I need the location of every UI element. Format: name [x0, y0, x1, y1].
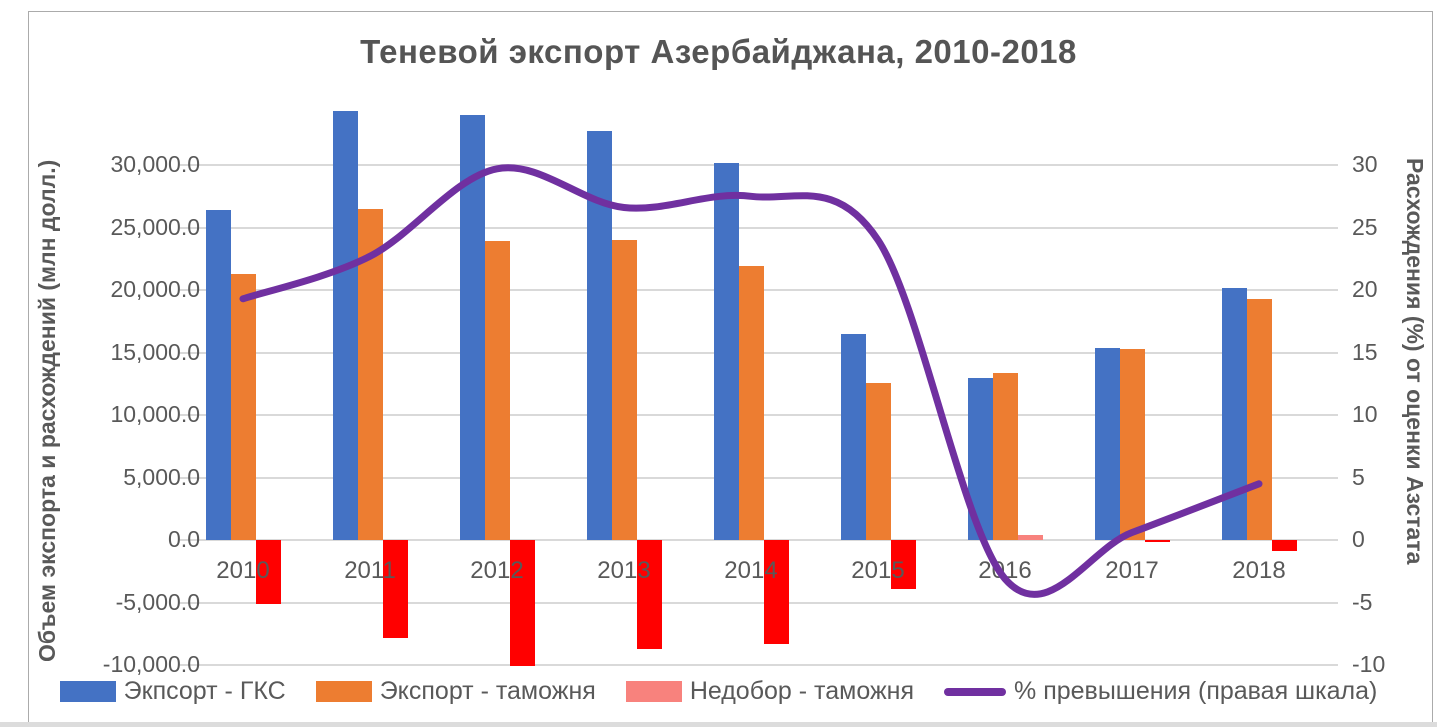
legend-label: Экпсорт - ГКС [123, 677, 286, 705]
bar-gks-2016 [967, 377, 993, 540]
y-axis-tick-label: 15,000.0 [110, 338, 200, 365]
legend-item-1: Экспорт - таможня [315, 677, 596, 706]
bar-customs-2015 [865, 382, 891, 540]
bar-shortfall-2017 [1144, 540, 1170, 542]
secondary-axis-tick-label: 20 [1352, 276, 1378, 302]
window-edge-strip [0, 722, 1437, 727]
bar-customs-2012 [484, 241, 510, 540]
legend-label: Недобор - таможня [689, 677, 915, 705]
x-axis-category-label: 2014 [724, 557, 778, 584]
legend-item-3: % превышения (правая шкала) [944, 677, 1377, 706]
legend-item-0: Экпсорт - ГКС [59, 677, 286, 706]
bar-gks-2014 [713, 162, 739, 540]
legend-line-swatch [944, 687, 1007, 696]
bar-gks-2013 [586, 131, 612, 540]
legend-label: Экспорт - таможня [379, 677, 596, 705]
bar-shortfall-2011 [382, 540, 408, 638]
secondary-axis-tick-label: 25 [1352, 213, 1378, 240]
chart-title: Теневой экспорт Азербайджана, 2010-2018 [360, 33, 1077, 70]
y-axis-tick-label: -5,000.0 [115, 588, 200, 615]
bar-gks-2010 [205, 210, 231, 540]
x-axis-category-label: 2016 [978, 557, 1032, 584]
legend: Экпсорт - ГКС Экспорт - таможня Недобор - … [0, 677, 1437, 706]
legend-color-swatch [625, 681, 682, 702]
secondary-axis-tick-label: 10 [1352, 401, 1378, 427]
bar-customs-2016 [992, 372, 1018, 540]
bar-customs-2014 [738, 266, 764, 540]
x-axis-category-label: 2018 [1232, 557, 1286, 584]
legend-color-swatch [315, 681, 372, 702]
x-axis-category-label: 2015 [851, 557, 905, 584]
y-axis-tick-label: 10,000.0 [110, 401, 200, 427]
secondary-axis-tick-label: 30 [1352, 151, 1378, 177]
bar-customs-2011 [357, 208, 383, 540]
bar-shortfall-2016 [1017, 535, 1043, 540]
legend-color-swatch [59, 681, 116, 702]
bar-gks-2011 [332, 111, 358, 540]
bar-customs-2010 [230, 273, 256, 540]
bar-customs-2018 [1246, 298, 1272, 540]
legend-label: % превышения (правая шкала) [1014, 677, 1378, 705]
x-axis-category-label: 2012 [470, 557, 524, 584]
y-axis-tick-label: 0.0 [168, 526, 200, 552]
bar-customs-2017 [1119, 348, 1145, 540]
y-axis-tick-label: 20,000.0 [110, 276, 200, 302]
bar-gks-2017 [1094, 347, 1120, 540]
bar-gks-2018 [1221, 287, 1247, 540]
secondary-axis-tick-label: 0 [1352, 526, 1365, 552]
bar-customs-2013 [611, 240, 637, 540]
bar-shortfall-2014 [763, 540, 789, 644]
y-axis-tick-label: -10,000.0 [102, 651, 200, 677]
y-axis-tick-label: 5,000.0 [123, 463, 200, 490]
secondary-axis-tick-label: -10 [1352, 651, 1386, 677]
y-axis-tick-label: 30,000.0 [110, 151, 200, 177]
secondary-axis-tick-label: -5 [1352, 588, 1373, 615]
x-axis-category-label: 2011 [344, 557, 396, 584]
bar-shortfall-2018 [1271, 540, 1297, 552]
secondary-axis-tick-label: 5 [1352, 463, 1365, 490]
x-axis-category-label: 2017 [1105, 557, 1159, 584]
bar-gks-2015 [840, 333, 866, 540]
x-axis-category-label: 2013 [597, 557, 651, 584]
gridline [180, 601, 1338, 604]
x-axis-category-label: 2010 [216, 557, 270, 584]
y-axis-tick-label: 25,000.0 [110, 213, 200, 240]
gridline [180, 664, 1338, 666]
bar-gks-2012 [459, 115, 485, 540]
legend-item-2: Недобор - таможня [625, 677, 915, 706]
secondary-axis-tick-label: 15 [1352, 338, 1378, 365]
